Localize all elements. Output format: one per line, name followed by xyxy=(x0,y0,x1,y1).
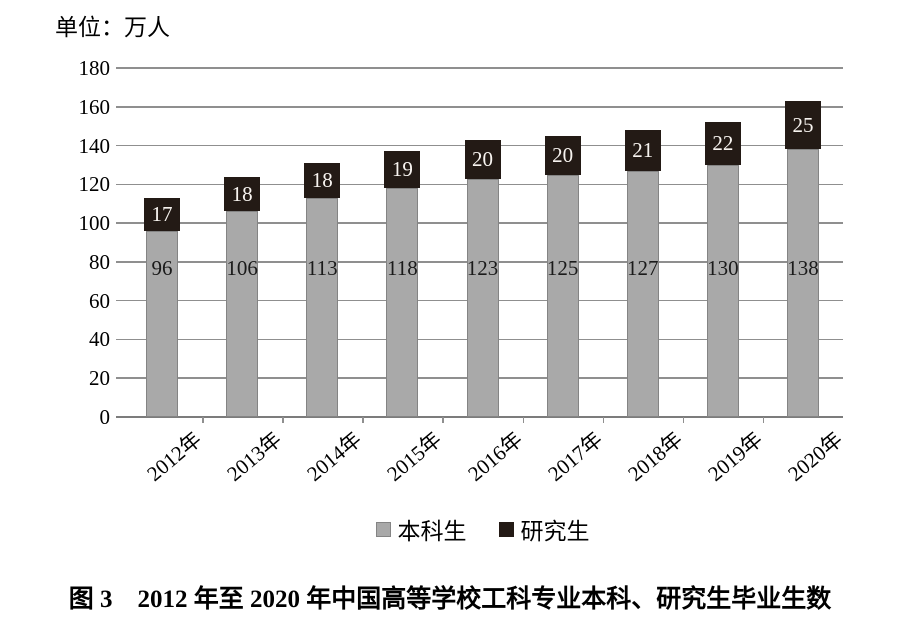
graduate-value-label: 19 xyxy=(391,157,413,182)
legend-item-graduate: 研究生 xyxy=(498,512,590,546)
x-axis-label: 2013年 xyxy=(222,427,287,486)
graduate-bar-segment xyxy=(624,130,661,171)
y-axis-tick-label: 140 xyxy=(78,133,111,158)
undergraduate-bar-segment xyxy=(706,164,739,417)
graduate-bar-segment xyxy=(704,122,741,165)
graduate-value-label: 20 xyxy=(472,146,493,171)
x-axis-tick xyxy=(762,417,765,423)
x-axis-label: 2016年 xyxy=(462,427,527,486)
y-axis-unit-label: 单位：万人 xyxy=(55,15,170,40)
gridline xyxy=(116,106,843,108)
graduate-value-label: 20 xyxy=(552,142,574,167)
y-axis-tick-label: 100 xyxy=(78,211,111,236)
x-axis-label: 2014年 xyxy=(302,427,367,486)
undergraduate-value-label: 123 xyxy=(466,256,499,280)
undergraduate-value-label: 118 xyxy=(387,256,418,280)
y-axis-tick-label: 20 xyxy=(89,366,110,391)
undergraduate-bar-segment xyxy=(226,211,259,417)
x-axis-tick xyxy=(522,417,525,423)
graduate-value-label: 25 xyxy=(792,112,814,137)
y-axis-tick-label: 120 xyxy=(78,172,111,197)
graduate-bar-segment xyxy=(384,151,421,189)
x-axis-label: 2015年 xyxy=(382,427,447,486)
graduate-value-label: 17 xyxy=(151,201,173,226)
x-axis-tick xyxy=(362,417,364,423)
graduate-value-label: 22 xyxy=(712,131,734,156)
legend-item-undergraduate: 本科生 xyxy=(375,512,467,546)
undergraduate-bar-segment xyxy=(546,174,579,417)
y-axis-tick-label: 0 xyxy=(99,405,111,429)
x-axis-label: 2018年 xyxy=(623,427,687,486)
graduate-bar-segment xyxy=(224,176,261,212)
x-axis-tick xyxy=(442,417,444,423)
graduate-bar-segment xyxy=(144,197,181,231)
figure-caption: 图 3 2012 年至 2020 年中国高等学校工科专业本科、研究生毕业生数 xyxy=(68,586,832,613)
x-axis-label: 2019年 xyxy=(703,427,767,486)
undergraduate-value-label: 125 xyxy=(546,256,579,280)
legend-label-undergraduate: 本科生 xyxy=(397,519,467,544)
legend-label-graduate: 研究生 xyxy=(520,519,590,544)
undergraduate-bar-segment xyxy=(466,178,499,417)
x-axis-tick xyxy=(682,417,685,423)
y-axis-tick-label: 160 xyxy=(78,94,111,119)
x-axis-line xyxy=(116,416,843,418)
y-axis-tick-label: 40 xyxy=(89,327,110,352)
graduate-value-label: 18 xyxy=(311,168,333,192)
undergraduate-bar-segment xyxy=(306,197,339,417)
y-axis-tick-label: 180 xyxy=(78,56,111,80)
gridline xyxy=(116,67,843,69)
y-axis-tick-label: 80 xyxy=(89,249,110,274)
graduate-swatch-icon xyxy=(498,521,514,537)
x-axis-tick xyxy=(202,417,204,423)
graduate-bar-segment xyxy=(304,163,341,198)
undergraduate-bar-segment xyxy=(146,230,179,417)
graduate-bar-segment xyxy=(544,135,581,175)
x-axis-label: 2012年 xyxy=(142,427,207,486)
undergraduate-bar-segment xyxy=(386,188,419,417)
graduate-value-label: 21 xyxy=(632,138,654,163)
undergraduate-value-label: 106 xyxy=(226,256,258,280)
graduate-bar-segment xyxy=(784,100,821,150)
undergraduate-value-label: 127 xyxy=(626,256,659,280)
undergraduate-value-label: 113 xyxy=(306,256,338,280)
x-axis-tick xyxy=(602,417,605,423)
y-axis-tick-label: 60 xyxy=(89,288,110,313)
undergraduate-swatch-icon xyxy=(375,521,391,537)
graduate-value-label: 18 xyxy=(231,181,253,206)
x-axis-label: 2020年 xyxy=(783,427,847,486)
undergraduate-value-label: 130 xyxy=(707,256,739,280)
undergraduate-value-label: 96 xyxy=(151,256,173,280)
graduate-bar-segment xyxy=(464,139,501,179)
x-axis-label: 2017年 xyxy=(542,427,607,486)
undergraduate-value-label: 138 xyxy=(787,256,819,280)
legend: 本科生 研究生 xyxy=(122,512,843,546)
x-axis-tick xyxy=(282,417,284,423)
undergraduate-bar-segment xyxy=(786,149,819,417)
undergraduate-bar-segment xyxy=(626,170,659,417)
